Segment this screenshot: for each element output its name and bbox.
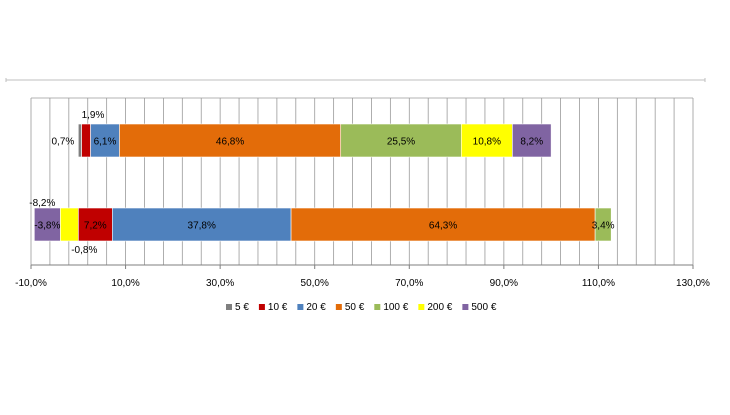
x-tick-label: 30,0% xyxy=(206,278,234,289)
data-label: 6,1% xyxy=(94,137,117,148)
x-tick-label: 70,0% xyxy=(395,278,423,289)
bar-segment xyxy=(119,123,342,158)
x-tick-label: 90,0% xyxy=(490,278,518,289)
legend-label: 50 € xyxy=(345,302,365,313)
legend-label: 200 € xyxy=(427,302,452,313)
bar-segment xyxy=(340,123,462,158)
data-label: 7,2% xyxy=(84,221,107,232)
x-axis: -10,0% 10,0% 30,0% 50,0% 70,0% 90,0% 110,0% 130… xyxy=(15,264,710,289)
data-label: 1,9% xyxy=(82,110,105,121)
legend: 5 € 10 € 20 € 50 € 100 € 200 € 500 € xyxy=(226,302,497,313)
bar-segment xyxy=(90,123,120,158)
bar-segment xyxy=(512,123,552,158)
data-label: -8,2% xyxy=(29,198,55,209)
bars xyxy=(34,123,612,242)
legend-swatch-4 xyxy=(374,304,381,310)
data-label: -0,8% xyxy=(71,245,97,256)
data-label: 37,8% xyxy=(188,221,216,232)
x-tick-label: 110,0% xyxy=(582,278,615,289)
legend-label: 500 € xyxy=(471,302,496,313)
data-label: -3,8% xyxy=(34,221,60,232)
legend-label: 5 € xyxy=(235,302,249,313)
legend-label: 10 € xyxy=(268,302,288,313)
bar-segment xyxy=(460,123,513,158)
bar-segment xyxy=(81,123,91,158)
data-label: 64,3% xyxy=(429,221,457,232)
data-labels: 0,7% 1,9% 6,1% 46,8% 25,5% 10,8% 8,2% 7,2% 37,8%… xyxy=(29,110,614,256)
bar-segment xyxy=(34,207,61,242)
bar-segment xyxy=(77,123,82,158)
x-tick-label: 50,0% xyxy=(301,278,329,289)
bar-segment xyxy=(290,207,596,242)
legend-label: 100 € xyxy=(383,302,408,313)
legend-swatch-3 xyxy=(335,304,342,310)
data-label: 10,8% xyxy=(473,137,501,148)
data-label: 0,7% xyxy=(51,137,74,148)
legend-swatch-1 xyxy=(258,304,265,310)
legend-swatch-6 xyxy=(462,304,469,310)
bar-segment xyxy=(594,207,612,242)
data-label: 3,4% xyxy=(592,221,615,232)
legend-swatch-0 xyxy=(226,304,232,310)
data-label: 8,2% xyxy=(520,137,543,148)
x-tick-label: -10,0% xyxy=(15,278,47,289)
legend-swatch-2 xyxy=(297,304,304,310)
bar-segment xyxy=(112,207,292,242)
x-tick-label: 10,0% xyxy=(111,278,139,289)
bar-segment xyxy=(60,207,79,242)
legend-swatch-5 xyxy=(418,304,425,310)
data-label: 25,5% xyxy=(387,137,415,148)
x-tick-label: 130,0% xyxy=(676,278,710,289)
data-label: 46,8% xyxy=(216,137,244,148)
legend-label: 20 € xyxy=(306,302,326,313)
